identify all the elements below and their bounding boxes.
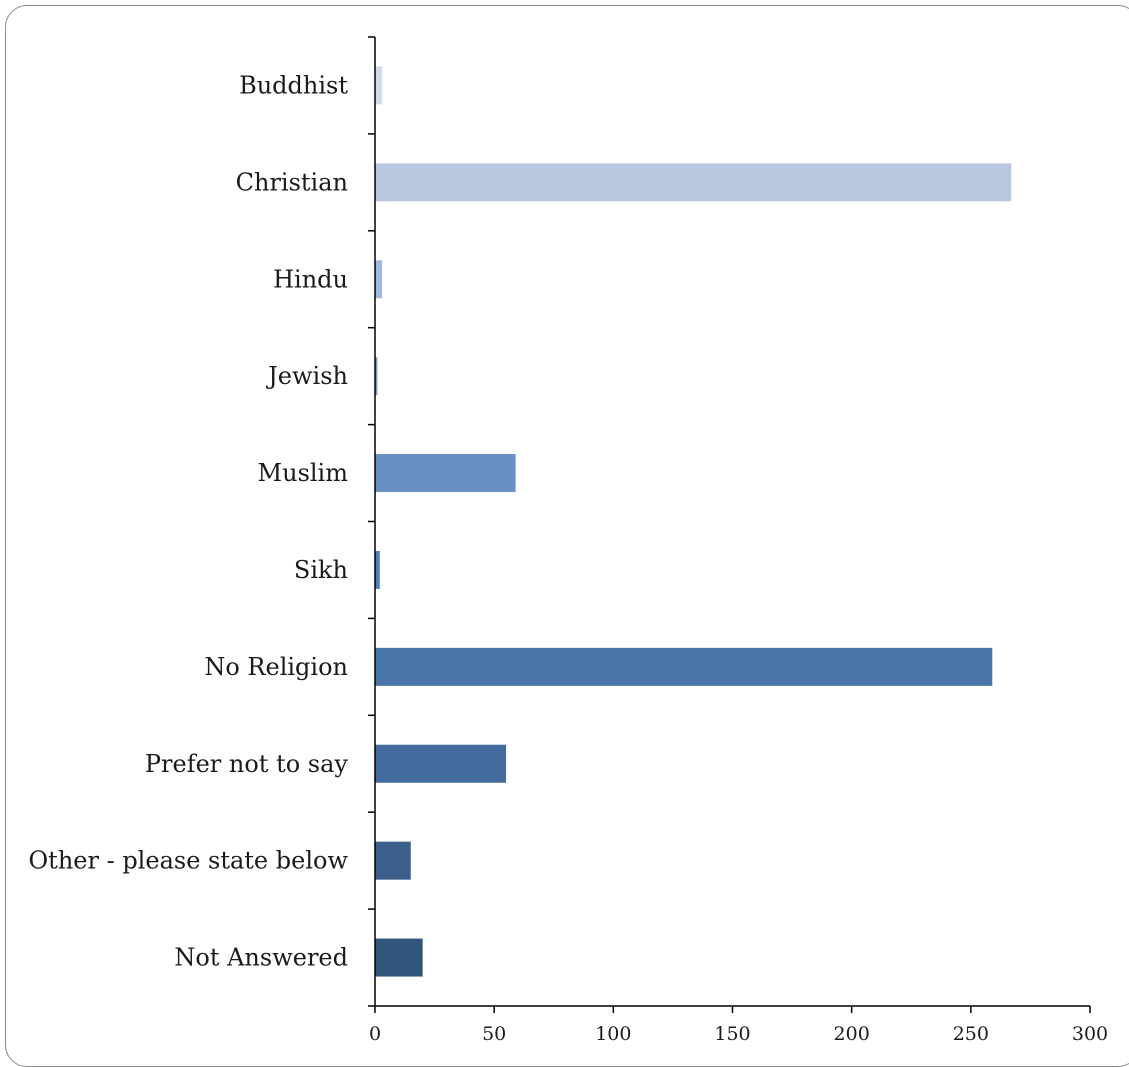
x-tick-label-150: 150	[714, 1023, 750, 1045]
category-label-muslim: Muslim	[258, 459, 349, 487]
category-label-other-please-state-below: Other - please state below	[29, 847, 349, 875]
category-label-hindu: Hindu	[273, 265, 348, 293]
x-tick-label-0: 0	[369, 1023, 381, 1045]
x-tick-label-200: 200	[834, 1023, 870, 1045]
axes-group	[368, 36, 1091, 1013]
bar-muslim	[375, 454, 516, 493]
bars-group	[375, 66, 1012, 977]
bar-christian	[375, 163, 1012, 202]
category-label-jewish: Jewish	[265, 362, 348, 390]
category-label-prefer-not-to-say: Prefer not to say	[145, 750, 349, 778]
category-label-christian: Christian	[236, 168, 348, 196]
bar-hindu	[375, 260, 383, 299]
x-tick-label-50: 50	[482, 1023, 506, 1045]
category-label-buddhist: Buddhist	[239, 71, 348, 99]
bar-jewish	[375, 357, 378, 396]
bar-not-answered	[375, 938, 423, 977]
category-label-sikh: Sikh	[294, 556, 348, 584]
x-tick-label-250: 250	[953, 1023, 989, 1045]
labels-group: Buddhist Christian Hindu Jewish Muslim Sikh No…	[29, 71, 1109, 1045]
category-label-not-answered: Not Answered	[174, 944, 348, 972]
x-tick-label-100: 100	[595, 1023, 631, 1045]
bar-no-religion	[375, 647, 993, 686]
bar-prefer-not-to-say	[375, 744, 507, 783]
x-tick-label-300: 300	[1072, 1023, 1108, 1045]
bar-other-please-state-below	[375, 841, 411, 880]
bar-sikh	[375, 550, 380, 589]
category-label-no-religion: No Religion	[204, 653, 348, 681]
bar-buddhist	[375, 66, 383, 105]
